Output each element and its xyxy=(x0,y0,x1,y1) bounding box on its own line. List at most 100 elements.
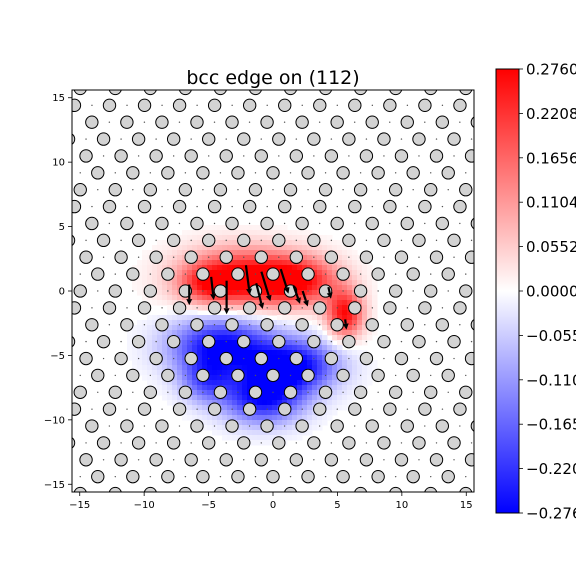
field-cell xyxy=(332,365,338,371)
field-cell xyxy=(362,305,368,311)
field-cell xyxy=(367,310,373,316)
field-cell xyxy=(307,420,313,426)
y-tick-label: 5 xyxy=(59,222,65,233)
field-cell xyxy=(292,410,298,416)
field-cell xyxy=(322,335,328,341)
field-cell xyxy=(282,230,288,236)
quiver-dot xyxy=(394,273,397,275)
field-cell xyxy=(342,280,348,286)
field-cell xyxy=(272,355,278,361)
field-cell xyxy=(287,350,293,356)
field-cell xyxy=(162,360,168,366)
field-cell xyxy=(222,410,228,416)
field-cell xyxy=(267,355,273,361)
field-cell xyxy=(147,325,153,331)
field-cell xyxy=(232,265,238,271)
quiver-dot xyxy=(178,324,181,326)
atom xyxy=(202,436,216,450)
field-cell xyxy=(327,345,333,351)
field-cell xyxy=(252,235,258,241)
field-cell xyxy=(302,355,308,361)
field-cell xyxy=(332,380,338,386)
field-cell xyxy=(137,355,143,361)
quiver-dot xyxy=(342,493,343,494)
quiver-dot xyxy=(295,138,298,140)
field-cell xyxy=(232,230,238,236)
field-cell xyxy=(252,270,258,276)
field-cell xyxy=(282,245,288,251)
field-cell xyxy=(182,400,188,406)
quiver-dot xyxy=(324,172,327,174)
field-cell xyxy=(297,265,303,271)
atom xyxy=(96,436,111,450)
field-cell xyxy=(142,280,148,286)
quiver-dot xyxy=(178,222,181,225)
field-cell xyxy=(317,380,323,386)
field-cell xyxy=(302,265,308,271)
field-cell xyxy=(257,300,263,306)
field-cell xyxy=(372,305,378,311)
atom xyxy=(242,402,257,416)
field-cell xyxy=(177,275,183,281)
field-cell xyxy=(352,260,358,266)
field-cell xyxy=(352,285,358,291)
field-cell xyxy=(312,425,318,431)
field-cell xyxy=(252,440,258,446)
field-cell xyxy=(187,405,193,411)
atom xyxy=(79,453,93,467)
field-cell xyxy=(222,320,228,326)
field-cell xyxy=(282,385,288,391)
field-cell xyxy=(272,290,278,296)
field-cell xyxy=(332,385,338,391)
quiver-dot xyxy=(441,104,444,107)
field-cell xyxy=(147,375,153,381)
field-cell xyxy=(367,305,373,311)
field-cell xyxy=(347,320,353,326)
quiver-dot xyxy=(453,357,455,360)
quiver-dot xyxy=(424,324,426,326)
atom xyxy=(307,436,321,450)
atom xyxy=(330,216,344,231)
field-cell xyxy=(292,330,298,336)
quiver-dot xyxy=(453,459,455,461)
quiver-dot xyxy=(359,172,362,174)
field-cell xyxy=(182,235,188,241)
atom xyxy=(336,368,350,383)
field-cell xyxy=(152,265,158,271)
field-cell xyxy=(277,420,283,426)
field-cell xyxy=(172,370,178,376)
field-cell xyxy=(162,240,168,246)
field-cell xyxy=(207,290,213,296)
field-cell xyxy=(357,340,363,346)
field-cell xyxy=(142,325,148,331)
field-cell xyxy=(222,425,228,431)
field-cell xyxy=(172,290,178,296)
field-cell xyxy=(357,300,363,306)
field-cell xyxy=(327,240,333,246)
field-cell xyxy=(347,245,353,251)
quiver-dot xyxy=(190,442,192,444)
field-cell xyxy=(307,260,313,266)
field-cell xyxy=(357,270,363,276)
field-cell xyxy=(307,385,313,391)
field-cell xyxy=(297,350,303,356)
field-cell xyxy=(232,295,238,301)
field-cell xyxy=(357,335,363,341)
field-cell xyxy=(337,330,343,336)
field-cell xyxy=(182,310,188,316)
field-cell xyxy=(327,275,333,281)
quiver-dot xyxy=(453,155,455,157)
field-cell xyxy=(187,345,193,351)
atom xyxy=(429,453,444,467)
field-cell xyxy=(142,320,148,326)
arrow-head xyxy=(223,308,230,315)
field-cell xyxy=(237,400,243,406)
field-cell xyxy=(187,365,193,371)
field-cell xyxy=(277,370,283,376)
field-cell xyxy=(147,260,153,266)
quiver-dot xyxy=(243,155,245,157)
field-cell xyxy=(282,370,288,376)
colorbar-tick-label: 0.2760 xyxy=(526,61,576,79)
quiver-dot xyxy=(448,88,449,89)
field-cell xyxy=(297,235,303,241)
